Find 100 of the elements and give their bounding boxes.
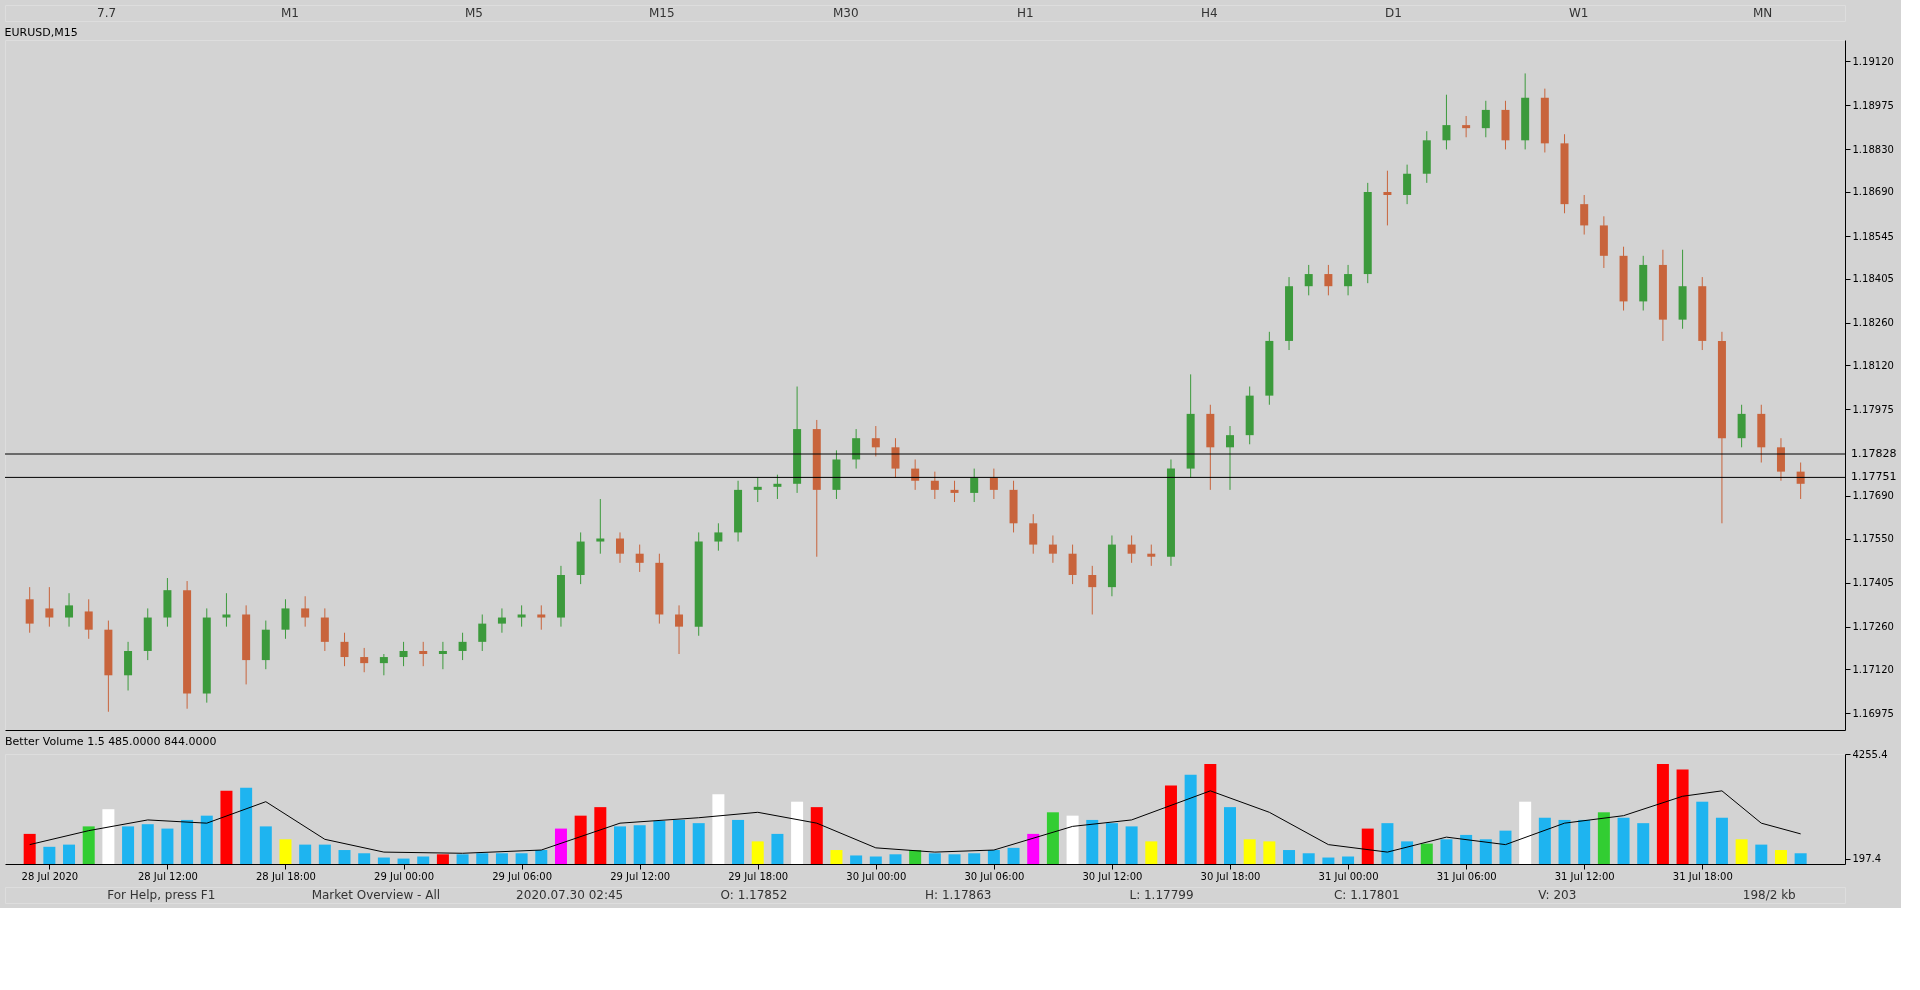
- candlestick: [1442, 94, 1451, 150]
- bar: [1105, 823, 1118, 864]
- y-tick-label: 1.17260: [1852, 621, 1894, 633]
- bar: [732, 819, 745, 864]
- bar: [1007, 847, 1020, 864]
- x-tick-label: 30 Jul 06:00: [964, 870, 1025, 882]
- ref-line-label: 1.17751: [1851, 470, 1897, 484]
- bar: [1755, 844, 1768, 864]
- bar: [1460, 834, 1473, 864]
- bar: [1164, 785, 1177, 864]
- bar: [1184, 774, 1197, 864]
- y-tick-label: 197.4: [1852, 853, 1882, 865]
- candlestick: [1147, 544, 1156, 567]
- y-tick-label: 1.17120: [1852, 663, 1894, 675]
- x-tick-label: 31 Jul 00:00: [1318, 870, 1379, 882]
- bar: [318, 844, 331, 864]
- text: MN: [1753, 6, 1773, 20]
- bar: [1440, 839, 1453, 864]
- bar: [1656, 763, 1669, 864]
- bar: [1263, 841, 1276, 864]
- bar: [259, 826, 272, 864]
- bar: [653, 820, 666, 864]
- bar: [810, 807, 823, 864]
- text: L: 1.17799: [1129, 888, 1194, 902]
- bar: [889, 854, 902, 864]
- bar: [63, 844, 76, 864]
- bar: [1420, 843, 1433, 864]
- candlestick: [714, 522, 723, 552]
- x-tick-label: 28 Jul 18:00: [256, 870, 316, 882]
- bar: [102, 809, 115, 864]
- candlestick: [1403, 164, 1412, 205]
- bar: [1479, 839, 1492, 864]
- bar: [535, 850, 548, 864]
- candlestick: [45, 586, 54, 628]
- text: 198/2 kb: [1742, 888, 1796, 902]
- bar: [476, 853, 489, 864]
- text: M30: [833, 6, 859, 20]
- y-tick-label: 1.17405: [1852, 577, 1894, 589]
- bar: [1617, 817, 1630, 864]
- bar: [82, 826, 95, 864]
- text: D1: [1385, 6, 1402, 20]
- bar: [1027, 833, 1040, 864]
- text: M15: [649, 6, 675, 20]
- bar: [377, 857, 390, 864]
- candlestick: [1344, 264, 1353, 296]
- text: 7.7: [97, 6, 117, 20]
- text: H4: [1201, 6, 1218, 20]
- candlestick: [458, 632, 467, 661]
- candlestick: [478, 613, 487, 652]
- x-tick-label: 29 Jul 06:00: [492, 870, 553, 882]
- candlestick: [340, 632, 349, 667]
- y-tick-label: 4255.4: [1852, 748, 1888, 760]
- bar: [1086, 819, 1099, 864]
- ref-line-label: 1.17828: [1851, 447, 1897, 460]
- bar: [495, 853, 508, 864]
- bar: [830, 850, 843, 864]
- candlestick: [1127, 534, 1136, 564]
- candlestick: [419, 641, 428, 667]
- y-tick-label: 1.18120: [1852, 359, 1894, 371]
- bar: [141, 824, 154, 864]
- candlestick: [438, 641, 447, 670]
- bar: [1204, 763, 1217, 864]
- candlestick: [517, 604, 526, 628]
- bar: [614, 826, 626, 864]
- text: O: 1.17852: [720, 888, 788, 902]
- text: V: 203: [1538, 888, 1577, 902]
- candlestick: [1226, 425, 1234, 491]
- bar: [122, 826, 135, 864]
- bar: [1499, 830, 1512, 864]
- candlestick: [1580, 194, 1589, 236]
- bar: [574, 815, 587, 864]
- y-tick-label: 1.18260: [1852, 317, 1894, 329]
- candlestick: [773, 474, 782, 500]
- candlestick: [1029, 513, 1038, 555]
- bar: [1145, 841, 1158, 864]
- bar: [181, 819, 194, 864]
- candlestick: [950, 480, 959, 503]
- bar: [1066, 815, 1079, 864]
- y-tick-label: 1.18975: [1852, 99, 1894, 111]
- bar: [23, 833, 36, 864]
- bar: [1676, 769, 1689, 864]
- bar: [791, 801, 804, 864]
- bar: [751, 841, 764, 864]
- candlestick: [675, 604, 684, 655]
- x-tick-label: 31 Jul 06:00: [1436, 870, 1497, 882]
- bar: [1361, 828, 1374, 864]
- candlestick: [1324, 264, 1333, 296]
- candlestick: [281, 598, 290, 640]
- bar: [1578, 819, 1591, 864]
- bar: [43, 846, 56, 864]
- bar: [1519, 801, 1532, 864]
- bar: [1696, 801, 1709, 864]
- candlestick: [930, 471, 939, 500]
- candlestick: [1481, 100, 1490, 138]
- bar: [1558, 819, 1571, 864]
- x-tick-label: 30 Jul 00:00: [846, 870, 907, 882]
- bar: [1342, 856, 1355, 864]
- bar: [633, 825, 646, 864]
- candlestick: [1462, 115, 1471, 138]
- y-tick-label: 1.17550: [1852, 533, 1894, 544]
